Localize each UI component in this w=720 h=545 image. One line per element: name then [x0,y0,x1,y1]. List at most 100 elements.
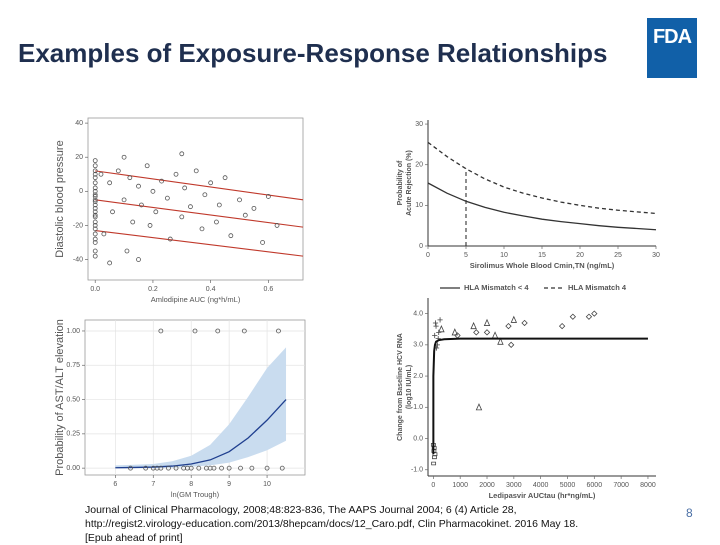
y-tick-label: 0 [419,243,423,250]
y-tick-label: 20 [415,162,423,169]
data-point [92,158,98,164]
data-point [436,329,442,335]
logo-text: FDA [652,26,692,48]
y-tick-label: 1.00 [66,328,80,335]
data-point [521,319,528,327]
x-tick-label: 6 [113,481,117,488]
data-point [432,320,439,326]
y-axis-label: Probability of AST/ALT elevation [54,319,66,476]
x-tick-label: 6000 [587,482,603,489]
data-point [188,204,193,210]
x-tick-label: 10 [500,252,508,259]
data-point [92,199,98,204]
data-point [173,465,179,471]
data-point [251,205,257,211]
x-tick-label: 0.2 [148,286,158,293]
data-point [437,317,443,323]
data-point [274,223,280,228]
data-point [199,226,205,232]
data-point [182,185,188,191]
x-tick-label: 0.6 [264,286,274,293]
plot-frame [87,117,304,281]
data-point [505,322,512,330]
x-tick-label: 7000 [613,482,629,489]
data-point [147,223,153,228]
data-point [264,465,270,471]
data-point [107,260,113,266]
data-point [237,197,242,203]
x-tick-label: 8000 [640,482,656,489]
x-tick-label: 10 [263,481,271,488]
series-line [427,182,657,231]
x-tick-label: 20 [576,252,584,259]
x-axis-label: Amlodipine AUC (ng*h/mL) [151,295,241,304]
data-point [192,328,198,334]
data-point [101,231,107,237]
y-tick-label: 0.0 [413,435,423,442]
data-point [432,332,438,339]
y-tick-label: 10 [415,202,423,209]
data-point [154,465,160,471]
data-point [219,465,224,471]
data-point [158,328,164,334]
data-point [585,313,593,320]
data-point [92,226,98,232]
data-point [92,171,98,177]
data-point [208,180,214,186]
data-point [241,328,247,334]
data-point [92,212,98,218]
data-point [188,465,194,471]
x-tick-label: 15 [538,252,546,259]
x-tick-label: 7 [151,481,155,488]
x-tick-label: 0.4 [206,286,216,293]
x-tick-label: 2000 [479,482,495,489]
slide-title: Examples of Exposure-Response Relationsh… [18,38,608,68]
x-tick-label: 0.0 [90,286,100,293]
confidence-band [115,347,287,469]
data-point [276,328,281,334]
plot-frame [84,319,306,476]
data-point [454,332,461,339]
y-tick-label: 4.0 [413,310,423,317]
data-point [260,240,265,245]
data-point [159,178,164,184]
y-tick-label: 0.25 [66,431,80,438]
y-axis-label: Probability of [397,160,404,205]
data-point [128,465,133,471]
x-tick-label: 30 [652,252,660,259]
data-point [279,465,285,471]
data-point [164,195,170,201]
data-point [558,322,566,330]
data-point [98,171,104,177]
data-point [196,465,202,471]
data-point [136,257,141,262]
logo: FDA [647,18,697,78]
data-point [222,175,228,181]
data-point [211,465,217,471]
data-point [150,188,156,194]
data-point [158,465,164,471]
data-point [214,219,219,225]
y-axis-label: Change from Baseline HCV RNA [397,333,404,441]
data-point [107,180,113,186]
data-point [143,465,149,471]
data-point [179,151,185,157]
data-point [92,194,98,199]
data-point [130,219,136,225]
y-axis-label: Diastolic blood pressure [54,140,66,257]
reference-line [95,199,304,228]
series-line [427,141,657,215]
reference-line [95,170,304,201]
data-point [433,323,439,329]
data-point [92,192,98,198]
data-point [127,175,133,181]
data-point [144,163,150,169]
data-point [451,328,459,336]
y-tick-label: 0.75 [66,362,80,369]
data-point [138,202,144,208]
data-point [431,461,437,466]
data-point [238,465,243,471]
data-point [510,315,518,323]
data-point [216,202,222,208]
x-axis-label: Ledipasvir AUCtau (hr*ng/mL) [489,491,596,500]
